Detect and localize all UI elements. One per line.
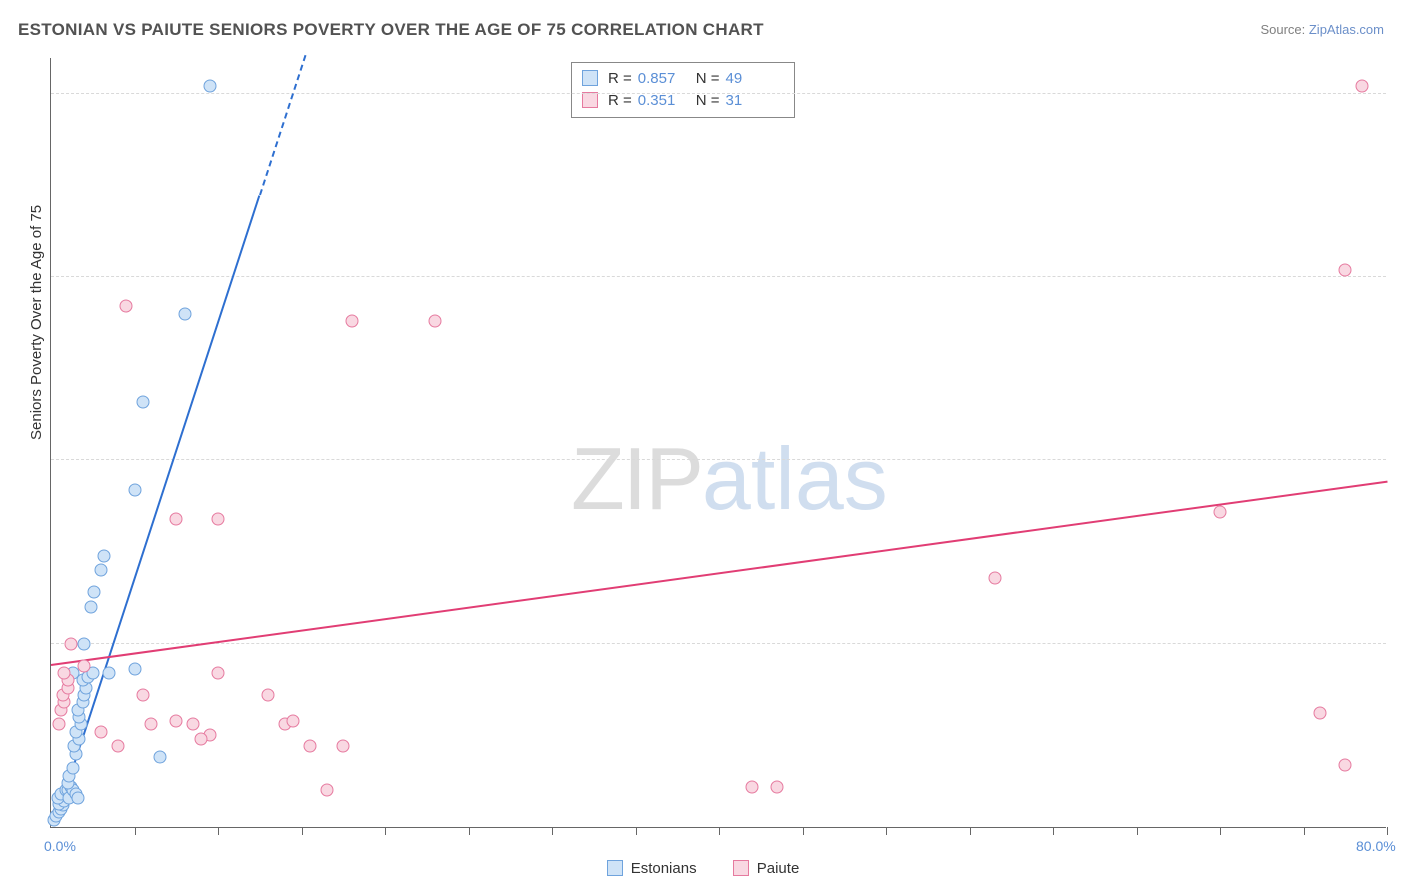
- legend-item-estonians: Estonians: [607, 860, 697, 877]
- data-point: [128, 663, 141, 676]
- data-point: [88, 586, 101, 599]
- swatch-paiute-icon: [582, 92, 598, 108]
- stat-r-value-1: 0.351: [638, 92, 696, 109]
- x-tick: [302, 827, 303, 835]
- gridline: [51, 93, 1386, 94]
- data-point: [429, 315, 442, 328]
- data-point: [320, 784, 333, 797]
- swatch-estonians-icon: [582, 70, 598, 86]
- data-point: [262, 689, 275, 702]
- data-point: [195, 733, 208, 746]
- data-point: [337, 740, 350, 753]
- stats-row-estonians: R = 0.857 N = 49: [582, 67, 784, 89]
- data-point: [78, 659, 91, 672]
- stat-n-label: N =: [696, 70, 720, 87]
- data-point: [1355, 80, 1368, 93]
- x-tick: [1387, 827, 1388, 835]
- trend-line: [51, 480, 1387, 665]
- data-point: [136, 689, 149, 702]
- data-point: [1339, 263, 1352, 276]
- data-point: [178, 307, 191, 320]
- data-point: [212, 667, 225, 680]
- x-tick: [803, 827, 804, 835]
- data-point: [988, 571, 1001, 584]
- data-point: [58, 667, 71, 680]
- x-tick: [886, 827, 887, 835]
- data-point: [1214, 505, 1227, 518]
- x-tick: [218, 827, 219, 835]
- data-point: [203, 80, 216, 93]
- stats-legend: R = 0.857 N = 49 R = 0.351 N = 31: [571, 62, 795, 118]
- data-point: [771, 780, 784, 793]
- stat-n-value-0: 49: [726, 70, 784, 87]
- gridline: [51, 459, 1386, 460]
- x-tick: [719, 827, 720, 835]
- data-point: [303, 740, 316, 753]
- data-point: [95, 564, 108, 577]
- x-tick: [135, 827, 136, 835]
- stat-r-value-0: 0.857: [638, 70, 696, 87]
- x-tick: [552, 827, 553, 835]
- chart-title: ESTONIAN VS PAIUTE SENIORS POVERTY OVER …: [18, 20, 764, 40]
- watermark-atlas: atlas: [702, 429, 888, 528]
- stat-r-label: R =: [608, 92, 632, 109]
- chart-container: ESTONIAN VS PAIUTE SENIORS POVERTY OVER …: [0, 0, 1406, 892]
- stat-r-label: R =: [608, 70, 632, 87]
- source-prefix: Source:: [1260, 22, 1308, 37]
- x-tick: [1304, 827, 1305, 835]
- data-point: [120, 300, 133, 313]
- data-point: [1339, 758, 1352, 771]
- x-tick: [385, 827, 386, 835]
- x-axis-max-label: 80.0%: [1356, 838, 1396, 854]
- legend-swatch-paiute-icon: [733, 860, 749, 876]
- trend-line: [259, 56, 306, 196]
- source-attribution: Source: ZipAtlas.com: [1260, 22, 1384, 37]
- data-point: [186, 718, 199, 731]
- stat-n-value-1: 31: [726, 92, 784, 109]
- data-point: [170, 714, 183, 727]
- x-tick: [636, 827, 637, 835]
- bottom-legend: Estonians Paiute: [0, 860, 1406, 881]
- data-point: [1314, 707, 1327, 720]
- data-point: [103, 667, 116, 680]
- data-point: [345, 315, 358, 328]
- data-point: [95, 725, 108, 738]
- trend-line: [53, 195, 260, 826]
- data-point: [53, 718, 66, 731]
- data-point: [153, 751, 166, 764]
- data-point: [111, 740, 124, 753]
- x-tick: [1053, 827, 1054, 835]
- data-point: [746, 780, 759, 793]
- gridline: [51, 276, 1386, 277]
- source-link[interactable]: ZipAtlas.com: [1309, 22, 1384, 37]
- x-axis-min-label: 0.0%: [44, 838, 76, 854]
- stat-n-label: N =: [696, 92, 720, 109]
- data-point: [212, 513, 225, 526]
- legend-label-0: Estonians: [631, 860, 697, 877]
- gridline: [51, 643, 1386, 644]
- data-point: [98, 549, 111, 562]
- x-tick: [1137, 827, 1138, 835]
- data-point: [78, 637, 91, 650]
- data-point: [66, 762, 79, 775]
- legend-label-1: Paiute: [757, 860, 800, 877]
- legend-swatch-estonians-icon: [607, 860, 623, 876]
- data-point: [71, 791, 84, 804]
- data-point: [136, 395, 149, 408]
- y-axis-title: Seniors Poverty Over the Age of 75: [28, 205, 45, 440]
- x-tick: [469, 827, 470, 835]
- data-point: [145, 718, 158, 731]
- data-point: [170, 513, 183, 526]
- plot-area: ZIPatlas R = 0.857 N = 49 R = 0.351 N = …: [50, 58, 1386, 828]
- data-point: [128, 483, 141, 496]
- watermark-zip: ZIP: [571, 429, 702, 528]
- watermark: ZIPatlas: [571, 428, 888, 530]
- data-point: [85, 601, 98, 614]
- legend-item-paiute: Paiute: [733, 860, 800, 877]
- data-point: [65, 637, 78, 650]
- x-tick: [970, 827, 971, 835]
- x-tick: [1220, 827, 1221, 835]
- data-point: [287, 714, 300, 727]
